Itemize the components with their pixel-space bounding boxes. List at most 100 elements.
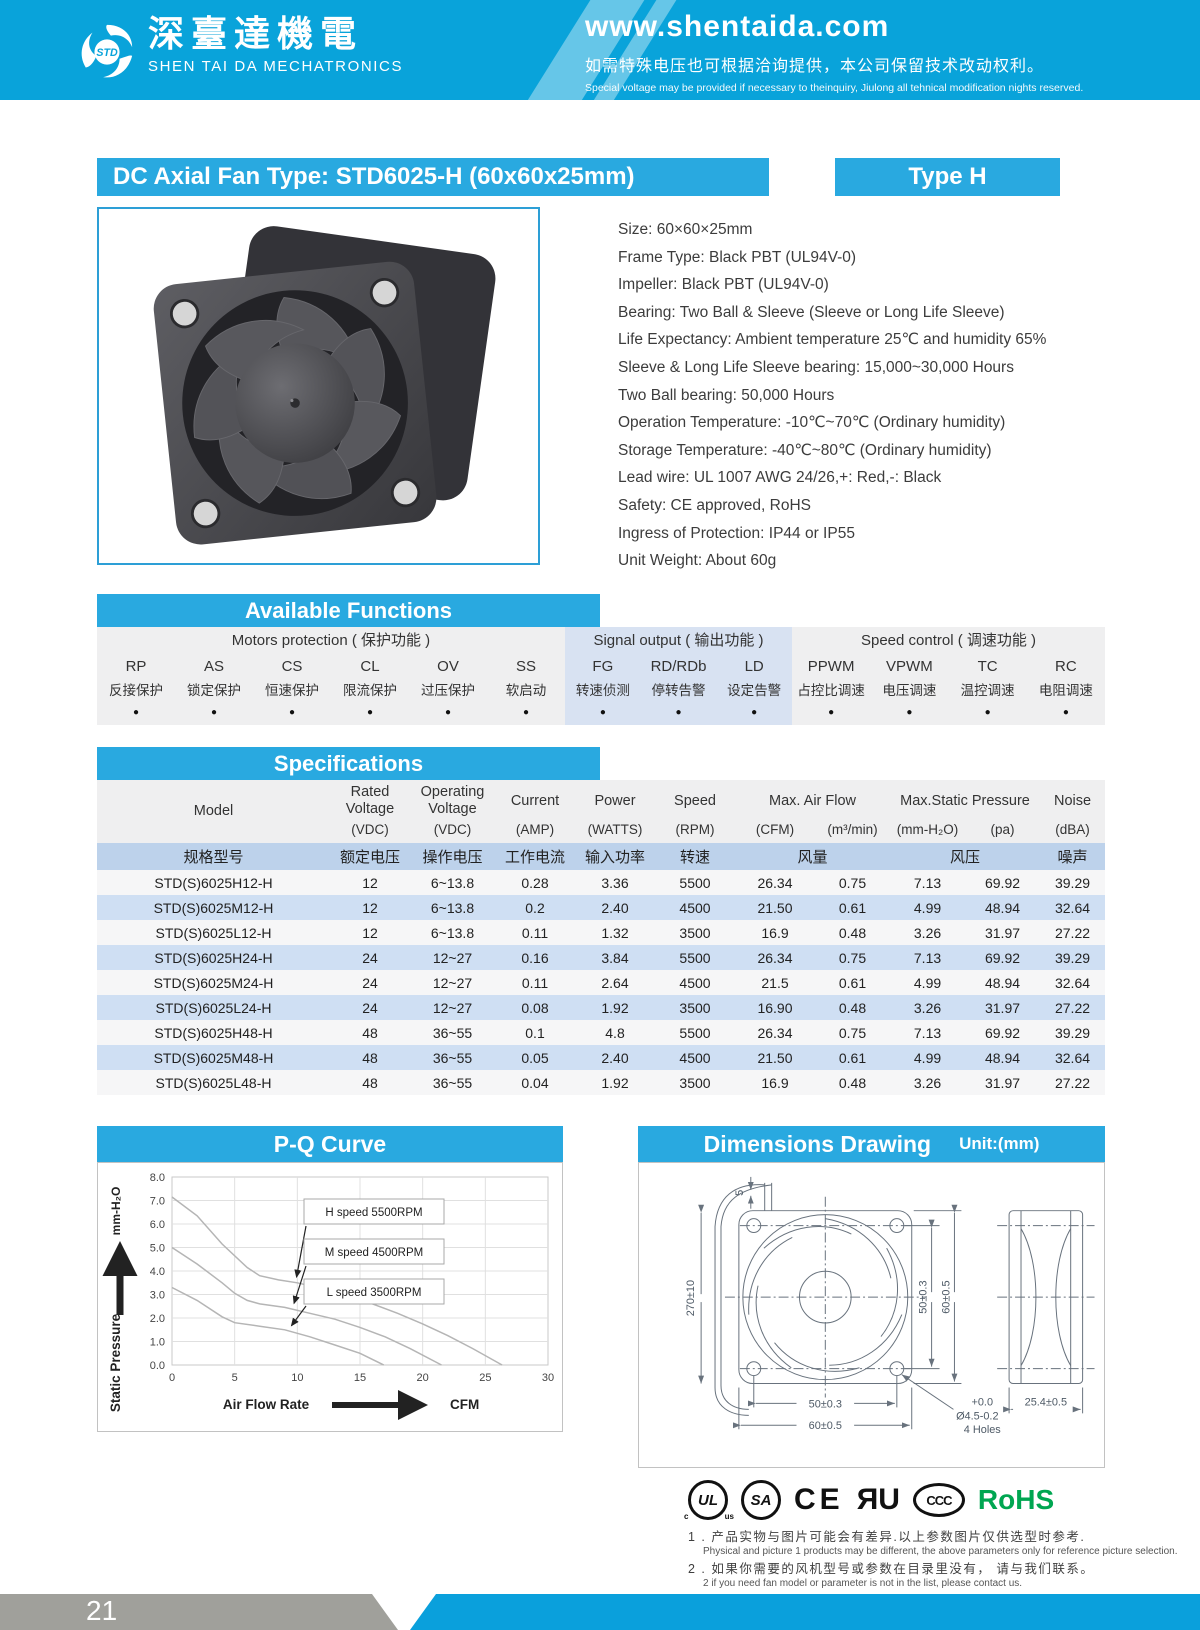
fan-product-image: [153, 226, 495, 545]
spec-value: 0.48: [838, 924, 867, 941]
function-item: TC 温控调速 ●: [949, 654, 1027, 725]
dim-depth: 25.4±0.5: [1003, 1387, 1084, 1414]
function-item: CS 恒速保护 ●: [253, 654, 331, 725]
fan-blades: [192, 296, 401, 504]
spec-header-cn: 噪声: [1040, 843, 1106, 870]
spec-value: 12: [362, 924, 378, 941]
spec-col-pressure: Max.Static Pressure: [890, 780, 1041, 822]
page-number: 21: [86, 1595, 118, 1626]
spec-value: 3.26: [913, 924, 942, 941]
spec-value: 4.99: [913, 899, 942, 916]
dim-centerlines: [724, 1196, 926, 1398]
product-info-line: Life Expectancy: Ambient temperature 25℃…: [618, 331, 1047, 349]
spec-value: 12: [362, 874, 378, 891]
spec-value: 27.22: [1054, 924, 1091, 941]
spec-header-cn: 风量: [735, 843, 891, 870]
page-footer: 21: [0, 1594, 1200, 1630]
spec-header-cn: 额定电压: [330, 843, 410, 870]
function-item: CL 限流保护 ●: [331, 654, 409, 725]
svg-text:25: 25: [479, 1372, 491, 1384]
svg-text:60±0.5: 60±0.5: [940, 1280, 952, 1313]
spec-row: STD(S)6025L48-H 48 36~55 0.04 1.92 3500 16.9 0.…: [97, 1070, 1106, 1095]
spec-value: 2.40: [601, 1049, 629, 1066]
function-item: RP 反接保护 ●: [97, 654, 175, 725]
svg-text:5.0: 5.0: [150, 1243, 165, 1255]
spec-col-operating-voltage: Operating Voltage: [410, 780, 495, 822]
function-code: LD: [744, 658, 764, 675]
footnotes: 1 . 产品实物与图片可能会有差异.以上参数图片仅供选型时参考. Physical…: [688, 1526, 1178, 1590]
spec-value: 26.34: [757, 1024, 793, 1041]
spec-model: STD(S)6025M12-H: [153, 899, 274, 916]
functions-group-signal-output: Signal output ( 输出功能 ) FG 转速侦测 ● RD/RDb 停转告警…: [565, 627, 792, 725]
pq-curve-svg: 0.0 1.0 2.0 3.0 4.0 5.0 6.0 7.0 8.0 0 5 10 15 20 25 30 H…: [102, 1172, 554, 1420]
spec-value: 36~55: [432, 1049, 473, 1066]
cert-ce-icon: CE: [794, 1483, 844, 1516]
svg-text:50±0.3: 50±0.3: [918, 1280, 930, 1313]
spec-value: 69.92: [984, 874, 1021, 891]
spec-header-cn: 风压: [890, 843, 1041, 870]
spec-col-speed: Speed: [655, 780, 735, 822]
footnote-en: 2 if you need fan model or parameter is …: [703, 1578, 1023, 1589]
spec-row: STD(S)6025M24-H 24 12~27 0.11 2.64 4500 21.5 0.…: [97, 970, 1106, 995]
function-available-dot: ●: [366, 707, 374, 718]
svg-text:H speed 5500RPM: H speed 5500RPM: [325, 1207, 422, 1219]
spec-value: 4.99: [913, 1049, 942, 1066]
spec-value: 3.26: [913, 1074, 942, 1091]
spec-value: 6~13.8: [430, 924, 475, 941]
spec-value: 12~27: [432, 949, 473, 966]
product-info-line: Two Ball bearing: 50,000 Hours: [618, 386, 835, 404]
spec-value: 0.04: [521, 1074, 549, 1091]
product-info-line: Operation Temperature: -10℃~70℃ (Ordinar…: [618, 414, 1006, 432]
spec-value: 48: [362, 1049, 378, 1066]
spec-value: 4.8: [605, 1024, 625, 1041]
dim-frame-height: 60±0.5: [913, 1204, 962, 1385]
function-name-cn: 电阻调速: [1038, 683, 1093, 698]
spec-col-rated-voltage: Rated Voltage: [330, 780, 410, 822]
spec-value: 12~27: [432, 999, 473, 1016]
website-url[interactable]: www.shentaida.com: [585, 10, 890, 43]
svg-text:6.0: 6.0: [150, 1219, 165, 1231]
cert-csa-icon: SA: [741, 1480, 781, 1520]
function-available-dot: ●: [444, 707, 452, 718]
spec-value: 0.28: [521, 874, 549, 891]
spec-value: 0.75: [838, 874, 867, 891]
spec-value: 48: [362, 1074, 378, 1091]
spec-row: STD(S)6025H24-H 24 12~27 0.16 3.84 5500 26.34 0…: [97, 945, 1106, 970]
function-name-cn: 限流保护: [343, 683, 397, 698]
spec-header-cn: 输入功率: [575, 843, 655, 870]
footer-gray-band: 21: [0, 1594, 398, 1630]
spec-unit-dba: (dBA): [1040, 822, 1106, 843]
function-code: RD/RDb: [650, 658, 707, 675]
spec-value: 1.92: [601, 999, 629, 1016]
spec-unit-mmh2o: (mm-H₂O): [890, 822, 966, 843]
spec-value: 4500: [679, 1049, 711, 1066]
spec-header-cn: 转速: [655, 843, 735, 870]
dim-lead-wires: [714, 1182, 773, 1416]
spec-value: 24: [362, 999, 378, 1016]
spec-value: 31.97: [984, 999, 1021, 1016]
function-code: OV: [437, 658, 459, 675]
spec-value: 26.34: [757, 949, 793, 966]
spec-row: STD(S)6025H48-H 48 36~55 0.1 4.8 5500 26.34 0.7…: [97, 1020, 1106, 1045]
product-info-line: Safety: CE approved, RoHS: [618, 496, 811, 514]
svg-text:L speed 3500RPM: L speed 3500RPM: [327, 1287, 422, 1299]
spec-value: 0.48: [838, 999, 867, 1016]
spec-value: 5500: [679, 874, 711, 891]
spec-value: 26.34: [757, 874, 793, 891]
function-item: RC 电阻调速 ●: [1027, 654, 1105, 725]
spec-value: 2.64: [601, 974, 629, 991]
spec-value: 32.64: [1054, 1049, 1091, 1066]
spec-value: 48.94: [984, 1049, 1021, 1066]
spec-value: 4.99: [913, 974, 942, 991]
dimensions-drawing-header: Dimensions Drawing Unit:(mm): [638, 1126, 1105, 1162]
function-available-dot: ●: [210, 707, 218, 718]
spec-value: 21.50: [757, 899, 793, 916]
svg-text:1.0: 1.0: [150, 1337, 165, 1349]
product-info-line: Storage Temperature: -40℃~80℃ (Ordinary …: [618, 441, 992, 459]
spec-value: 16.9: [761, 924, 789, 941]
spec-value: 21.50: [757, 1049, 793, 1066]
company-name-en: SHEN TAI DA MECHATRONICS: [148, 58, 404, 75]
functions-group-title: Motors protection ( 保护功能 ): [231, 632, 431, 649]
cert-ccc-icon: CCC: [912, 1483, 965, 1517]
spec-value: 36~55: [432, 1074, 473, 1091]
